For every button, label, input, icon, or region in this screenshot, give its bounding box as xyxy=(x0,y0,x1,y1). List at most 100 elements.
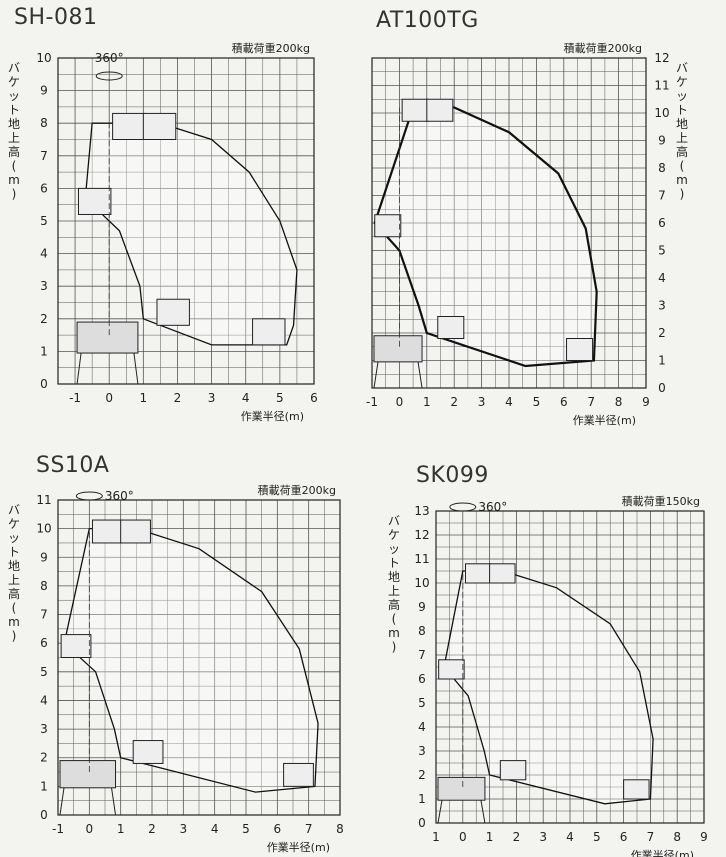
y-axis-label-char: ( xyxy=(392,612,397,626)
working-envelope xyxy=(373,106,598,368)
bucket-box xyxy=(374,214,402,238)
x-tick-label: 1 xyxy=(117,822,125,836)
y-tick-label: 3 xyxy=(418,744,426,758)
truck-leg xyxy=(111,787,117,816)
bucket-box xyxy=(464,563,492,584)
y-tick-label: 2 xyxy=(40,312,48,326)
y-axis-label-char: バ xyxy=(388,514,400,528)
x-tick-label: 1 xyxy=(140,391,148,405)
x-tick-label: 1 xyxy=(423,395,431,409)
x-tick-label: 7 xyxy=(305,822,313,836)
y-tick-label: 1 xyxy=(658,354,666,368)
x-tick-label: 3 xyxy=(180,822,188,836)
y-axis-label-char: 地 xyxy=(8,117,20,131)
model-title: SK099 xyxy=(416,463,489,488)
x-axis-label: 作業半径(m) xyxy=(573,413,636,427)
y-axis-label-char: m xyxy=(8,615,20,629)
x-tick-label: 0 xyxy=(86,822,94,836)
x-tick-label: 3 xyxy=(478,395,486,409)
y-tick-label: 4 xyxy=(658,271,666,285)
x-tick-label: 0 xyxy=(396,395,404,409)
y-axis-label-char: ) xyxy=(12,629,17,643)
y-tick-label: 2 xyxy=(418,768,426,782)
x-tick-label: 8 xyxy=(673,830,681,844)
y-tick-label: 10 xyxy=(654,106,669,120)
working-envelope xyxy=(84,122,298,346)
y-tick-label: 6 xyxy=(418,672,426,686)
x-tick-label: 2 xyxy=(513,830,521,844)
y-tick-label: 11 xyxy=(654,79,669,93)
y-tick-label: 8 xyxy=(658,161,666,175)
y-axis-label-char: 高 xyxy=(8,144,20,159)
x-tick-label: 3 xyxy=(208,391,216,405)
y-axis-label-char: ケ xyxy=(8,517,20,531)
y-tick-label: 0 xyxy=(40,808,48,822)
x-tick-label: 4 xyxy=(242,391,250,405)
y-axis-label-char: ト xyxy=(388,556,400,570)
y-axis-label-char: ( xyxy=(12,159,17,173)
model-title: SH-081 xyxy=(14,5,98,30)
y-tick-label: 4 xyxy=(418,720,426,734)
y-axis-label-char: ( xyxy=(680,159,685,173)
x-tick-label: 2 xyxy=(450,395,458,409)
y-tick-label: 9 xyxy=(40,550,48,564)
diagram-panel-sk099: SK099 0 1 2 3 4 5 6 7 8 9 10 11 12 13 1 0 1 2 3 4 5 6 7 8 9 360° 積… xyxy=(380,455,726,857)
x-tick-label: 0 xyxy=(105,391,113,405)
y-tick-label: 4 xyxy=(40,693,48,707)
y-axis-label-char: m xyxy=(8,173,20,187)
y-tick-label: 0 xyxy=(658,381,666,395)
y-tick-label: 6 xyxy=(658,216,666,230)
y-tick-label: 7 xyxy=(40,608,48,622)
working-range-diagram: 0 1 2 3 4 5 6 7 8 9 10 -1 0 1 2 3 4 5 6 360° 積載荷重200kg 作業半径(m… xyxy=(8,41,318,423)
x-tick-label: 9 xyxy=(700,830,708,844)
y-tick-label: 7 xyxy=(40,149,48,163)
y-tick-label: 7 xyxy=(418,648,426,662)
y-axis-label-char: ッ xyxy=(8,531,20,545)
x-tick-label: 2 xyxy=(174,391,182,405)
y-tick-label: 6 xyxy=(40,181,48,195)
bucket-box xyxy=(91,519,123,544)
x-tick-label: 6 xyxy=(560,395,568,409)
truck-leg xyxy=(417,361,423,389)
x-tick-label: 6 xyxy=(274,822,282,836)
rotation-icon xyxy=(95,71,123,81)
y-tick-label: 8 xyxy=(40,579,48,593)
truck-leg xyxy=(480,800,486,824)
y-axis-label-char: 上 xyxy=(8,573,20,587)
y-tick-label: 1 xyxy=(40,779,48,793)
y-axis-label-char: バ xyxy=(676,61,688,75)
plot-frame xyxy=(371,57,647,389)
x-axis-label: 作業半径(m) xyxy=(241,409,304,423)
x-tick-label: 1 xyxy=(432,830,440,844)
y-tick-label: 10 xyxy=(36,51,51,65)
y-axis-label-char: 地 xyxy=(8,559,20,573)
x-tick-label: -1 xyxy=(366,395,378,409)
y-tick-label: 8 xyxy=(40,116,48,130)
bucket-box xyxy=(489,563,516,584)
rotation-icon xyxy=(449,502,477,512)
y-axis-label-char: バ xyxy=(8,61,20,75)
y-axis-label-char: ) xyxy=(392,640,397,654)
y-tick-label: 12 xyxy=(654,51,669,65)
bucket-box xyxy=(142,112,177,140)
diagram-panel-sh081: SH-081 0 1 2 3 4 5 6 7 8 9 10 -1 0 1 2 3 4 5 6 360° 積載荷重200k… xyxy=(0,0,340,430)
y-axis-label-char: 地 xyxy=(388,570,400,584)
y-tick-label: 2 xyxy=(658,326,666,340)
y-axis-label-char: 上 xyxy=(388,584,400,598)
y-tick-label: 11 xyxy=(414,552,429,566)
y-axis-label-char: 高 xyxy=(676,144,688,159)
x-tick-label: 8 xyxy=(336,822,344,836)
bucket-box xyxy=(156,298,190,326)
x-axis-label: 作業半径(m) xyxy=(631,848,694,857)
y-axis-label-char: ト xyxy=(8,545,20,559)
y-axis-label-char: ケ xyxy=(8,75,20,89)
y-tick-label: 9 xyxy=(40,84,48,98)
truck-leg xyxy=(76,352,82,385)
load-capacity-label: 積載荷重200kg xyxy=(564,41,642,55)
y-axis-label-char: バ xyxy=(8,503,20,517)
truck-leg xyxy=(437,800,443,824)
y-tick-label: 0 xyxy=(40,377,48,391)
y-tick-label: 9 xyxy=(418,600,426,614)
rotation-label: 360° xyxy=(105,489,134,503)
y-tick-label: 3 xyxy=(658,299,666,313)
